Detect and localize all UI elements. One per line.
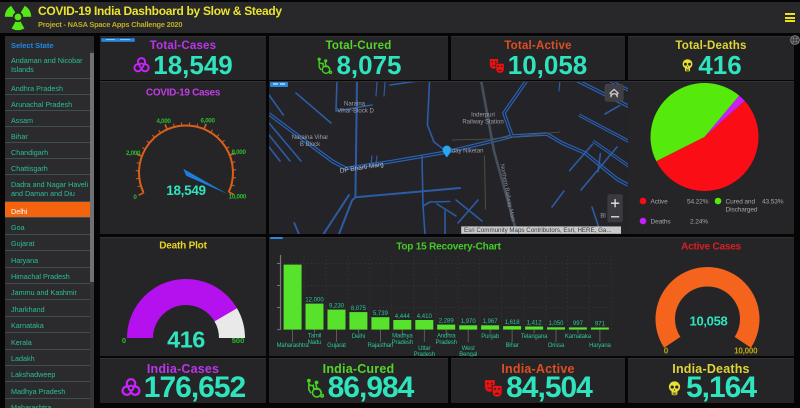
svg-text:Delhi: Delhi [352, 334, 365, 340]
svg-text:Cured and: Cured and [726, 199, 756, 206]
svg-text:Top 15 Recovery-Chart: Top 15 Recovery-Chart [396, 242, 501, 253]
svg-text:Active: Active [651, 199, 669, 206]
svg-text:2,289: 2,289 [439, 318, 455, 324]
svg-text:18,549: 18,549 [166, 183, 206, 198]
svg-text:Haryana: Haryana [589, 343, 611, 349]
svg-text:Maharashtra: Maharashtra [277, 343, 310, 349]
svg-text:Punjab: Punjab [481, 334, 500, 340]
svg-text:Madhya: Madhya [392, 334, 413, 340]
svg-text:1,970: 1,970 [461, 319, 477, 325]
svg-text:Tamil: Tamil [308, 334, 321, 340]
svg-text:971: 971 [595, 321, 606, 327]
svg-text:Andhra: Andhra [437, 334, 456, 340]
svg-text:Deaths: Deaths [651, 219, 672, 226]
svg-text:0: 0 [122, 336, 126, 345]
svg-text:1,967: 1,967 [483, 319, 499, 325]
svg-text:4,444: 4,444 [395, 314, 411, 320]
svg-text:1,618: 1,618 [505, 320, 521, 326]
svg-text:43.53%: 43.53% [762, 199, 784, 206]
svg-text:12,000: 12,000 [305, 297, 324, 303]
svg-text:1,412: 1,412 [527, 320, 543, 326]
svg-text:4,000: 4,000 [156, 118, 171, 125]
svg-text:Esri Community Maps Contributo: Esri Community Maps Contributors, Esri, … [464, 227, 612, 233]
svg-text:Bihar: Bihar [505, 343, 518, 349]
svg-text:54.22%: 54.22% [687, 199, 709, 206]
svg-text:Inderpuri: Inderpuri [471, 113, 495, 119]
svg-text:8,075: 8,075 [351, 306, 367, 312]
svg-text:Naraina: Naraina [344, 102, 366, 108]
svg-text:Discharged: Discharged [726, 207, 758, 214]
svg-text:10,000: 10,000 [734, 347, 758, 356]
svg-text:500: 500 [232, 336, 245, 345]
svg-text:Vihar-Block D: Vihar-Block D [337, 109, 374, 115]
svg-text:COVID-19 Cases: COVID-19 Cases [146, 88, 221, 99]
svg-text:Pradesh: Pradesh [436, 340, 457, 346]
svg-text:B Block: B Block [300, 142, 321, 148]
svg-text:1,050: 1,050 [548, 321, 564, 327]
svg-text:10,000: 10,000 [229, 193, 247, 200]
svg-text:Active Cases: Active Cases [681, 242, 741, 253]
svg-text:Orissa: Orissa [548, 343, 565, 349]
svg-text:Nadu: Nadu [308, 340, 322, 346]
svg-text:997: 997 [573, 321, 584, 327]
svg-text:0: 0 [664, 347, 669, 356]
svg-text:Uttar: Uttar [418, 346, 430, 352]
svg-text:Pradesh: Pradesh [414, 352, 435, 357]
svg-text:4,410: 4,410 [417, 314, 433, 320]
svg-text:10,058: 10,058 [690, 314, 728, 329]
svg-text:0: 0 [133, 194, 137, 201]
svg-text:Gujarat: Gujarat [327, 343, 346, 349]
svg-text:Naraina Vihar: Naraina Vihar [292, 135, 329, 141]
svg-text:Pradesh: Pradesh [392, 340, 413, 346]
svg-text:8,000: 8,000 [231, 149, 246, 156]
svg-text:6,000: 6,000 [200, 118, 215, 125]
svg-text:Railway Station: Railway Station [462, 120, 503, 126]
svg-text:Telangana: Telangana [521, 334, 548, 340]
svg-text:Bl: Bl [600, 214, 605, 220]
svg-text:416: 416 [167, 327, 205, 353]
svg-text:2.24%: 2.24% [690, 219, 708, 226]
svg-text:West: West [462, 346, 475, 352]
svg-text:Death Plot: Death Plot [159, 241, 207, 252]
svg-text:Rajasthan: Rajasthan [368, 343, 394, 349]
svg-text:Uday Niketan: Uday Niketan [447, 149, 483, 155]
svg-text:2,000: 2,000 [126, 150, 141, 157]
svg-text:Karnataka: Karnataka [565, 334, 592, 340]
svg-text:9,230: 9,230 [329, 303, 345, 309]
svg-text:Bengal: Bengal [459, 352, 477, 357]
svg-text:5,739: 5,739 [373, 311, 389, 317]
